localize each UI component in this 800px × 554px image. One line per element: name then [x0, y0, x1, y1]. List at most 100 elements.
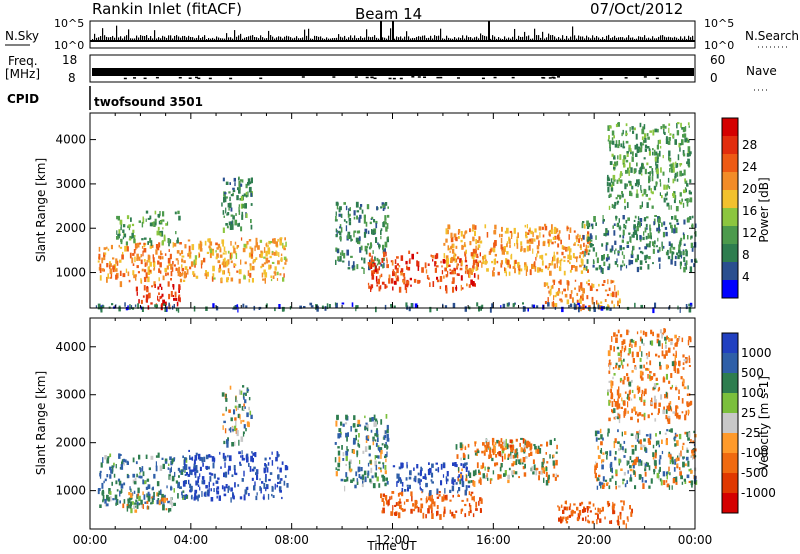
velocity-cell	[519, 442, 521, 447]
velocity-cell	[688, 432, 691, 438]
power-cell	[164, 253, 167, 256]
velocity-cell	[111, 469, 114, 474]
power-cell	[228, 221, 232, 226]
velocity-cell	[597, 437, 600, 440]
velocity-cell	[594, 512, 598, 515]
power-cell	[679, 143, 682, 146]
power-cell	[386, 264, 389, 269]
power-cell	[613, 223, 616, 226]
velocity-cell	[639, 357, 642, 362]
power-cell	[628, 170, 630, 176]
power-cell	[162, 211, 165, 217]
velocity-cell	[381, 443, 385, 446]
velocity-cell	[127, 500, 129, 505]
velocity-cell	[188, 479, 190, 485]
velocity-cell	[602, 476, 605, 482]
power-cell	[649, 232, 652, 237]
velocity-cell	[515, 460, 518, 466]
power-cell	[242, 303, 245, 308]
power-cell	[218, 268, 220, 271]
velocity-cell	[619, 511, 622, 516]
nsky-spike	[374, 35, 376, 41]
nsky-spike	[360, 36, 362, 41]
velocity-cell	[189, 471, 192, 475]
power-cell	[236, 195, 239, 201]
power-cell	[640, 304, 644, 309]
power-cell	[674, 255, 677, 260]
nsky-spike	[226, 33, 228, 41]
velocity-cell	[659, 466, 661, 472]
nsky-spike	[614, 35, 616, 41]
power-cell	[550, 239, 552, 243]
velocity-cell	[357, 419, 361, 426]
velocity-cell	[622, 520, 625, 525]
velocity-cell	[646, 354, 649, 360]
nsky-spike	[220, 38, 222, 41]
power-cell	[567, 285, 569, 291]
power-cell	[142, 295, 145, 298]
power-cell	[516, 243, 519, 249]
velocity-cell	[359, 460, 361, 465]
power-cell	[508, 271, 511, 276]
velocity-cell	[113, 462, 115, 466]
velocity-cell	[655, 377, 658, 381]
velocity-cell	[160, 499, 162, 505]
power-cell	[461, 287, 464, 290]
power-colorbar-swatch	[722, 244, 738, 263]
velocity-cell	[219, 451, 221, 455]
velocity-cell	[253, 466, 256, 470]
power-cell	[686, 153, 690, 157]
velocity-cell	[469, 472, 472, 478]
power-cell	[479, 252, 481, 257]
power-cell	[264, 272, 268, 278]
velocity-cell	[535, 469, 538, 476]
power-cell	[109, 276, 112, 279]
velocity-cell	[243, 431, 245, 435]
velocity-cell	[492, 470, 495, 475]
velocity-cell	[671, 361, 675, 367]
velocity-cell	[666, 471, 668, 477]
power-cell	[123, 233, 127, 238]
nsky-spike	[170, 35, 172, 41]
velocity-cell	[110, 470, 113, 473]
power-cell	[530, 238, 534, 244]
power-cell	[663, 197, 666, 203]
nsky-spike	[394, 38, 396, 41]
velocity-cell	[535, 447, 537, 454]
power-cell	[576, 239, 578, 243]
nsky-spike	[190, 37, 192, 41]
power-cell	[444, 267, 447, 272]
velocity-cell	[601, 506, 604, 512]
power-cell	[618, 298, 621, 304]
power-cell	[484, 224, 487, 229]
velocity-cell	[611, 381, 614, 386]
power-cell	[688, 303, 690, 307]
power-cell	[391, 260, 394, 266]
power-cell	[436, 276, 439, 280]
velocity-cell	[165, 508, 168, 511]
power-cell	[442, 259, 446, 264]
power-cell	[593, 216, 596, 222]
velocity-cell	[693, 430, 695, 434]
velocity-cell	[668, 466, 670, 472]
power-cell	[275, 241, 278, 247]
power-cell	[475, 266, 478, 271]
velocity-cell	[644, 471, 647, 477]
power-cell	[471, 254, 474, 259]
velocity-cell	[633, 394, 636, 399]
power-cell	[647, 136, 650, 140]
power-cell	[688, 306, 692, 313]
power-cell	[472, 263, 475, 269]
power-cell	[116, 230, 118, 235]
power-cell	[162, 227, 164, 230]
velocity-cell	[617, 399, 619, 406]
velocity-cell	[665, 439, 668, 446]
velocity-cell	[250, 455, 253, 462]
power-cell	[504, 269, 506, 274]
nsky-spike	[680, 36, 682, 41]
power-cell	[395, 277, 399, 281]
velocity-cell	[546, 461, 549, 464]
nsky-spike	[346, 38, 348, 41]
velocity-cell	[617, 352, 621, 356]
